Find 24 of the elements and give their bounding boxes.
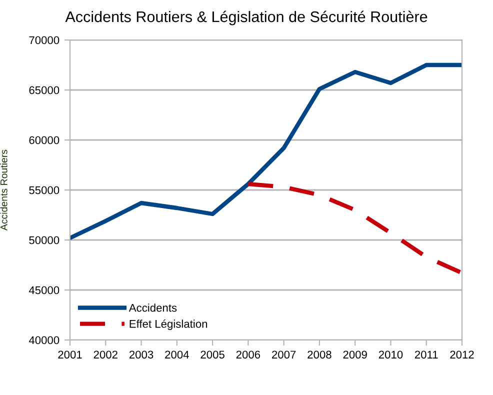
legend-label: Effet Législation [130, 320, 208, 330]
chart-title: Accidents Routiers & Législation de Sécurité Routière [65, 10, 428, 26]
y-tick-label: 65000 [29, 86, 60, 94]
x-tick-label: 2006 [236, 350, 260, 359]
x-tick-label: 2001 [58, 350, 82, 359]
y-tick-label: 45000 [28, 286, 60, 294]
x-tick-label: 2011 [414, 350, 438, 359]
x-tick-label: 2012 [450, 350, 474, 359]
x-tick-label: 2007 [272, 350, 296, 359]
x-tick-label: 2004 [165, 350, 189, 359]
y-tick-label: 60000 [29, 136, 60, 144]
x-tick-label: 2010 [378, 350, 403, 359]
x-tick-label: 2008 [308, 350, 332, 359]
x-tick-label: 2003 [129, 350, 154, 359]
x-tick-label: 2005 [200, 350, 224, 359]
y-tick-label: 70000 [29, 36, 60, 44]
y-axis-title: Accidents Routiers [0, 150, 8, 231]
y-tick-label: 55000 [29, 186, 60, 194]
y-tick-label: 40000 [28, 336, 60, 344]
y-tick-label: 50000 [29, 236, 60, 244]
legend-label: Accidents [128, 304, 177, 312]
x-tick-label: 2002 [94, 350, 118, 359]
x-tick-label: 2009 [343, 350, 367, 359]
line-series [246, 182, 462, 276]
